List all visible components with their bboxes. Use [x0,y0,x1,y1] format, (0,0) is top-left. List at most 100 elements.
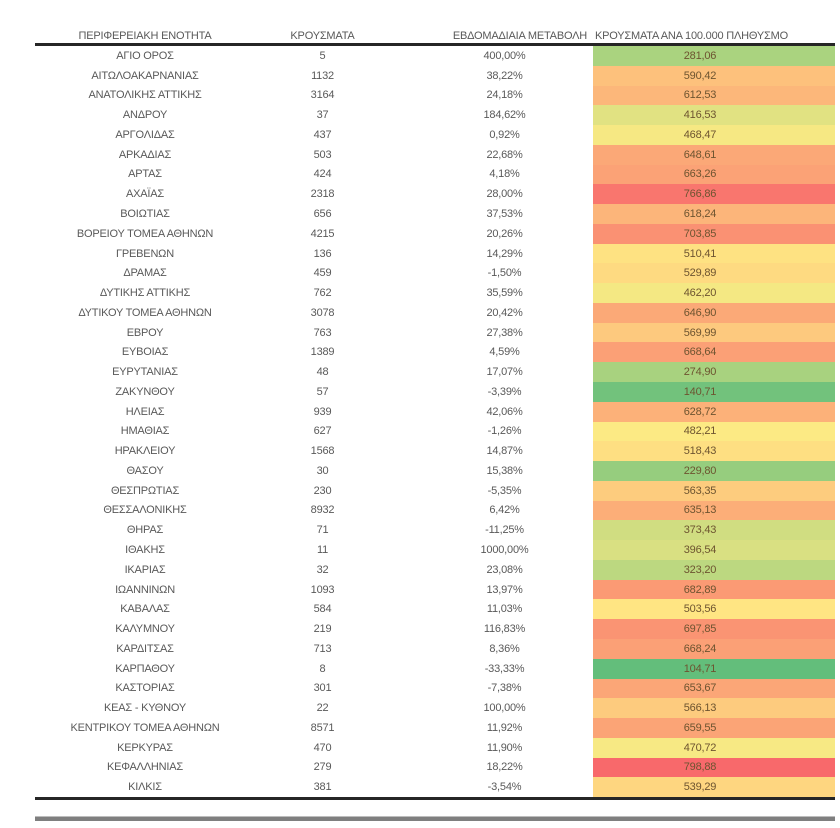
per-100k-heat-cell: 518,43 [593,441,835,462]
region-cell: ΒΟΙΩΤΙΑΣ [120,208,170,220]
table-row: ΗΛΕΙΑΣ 939 42,06% 628,72 [35,401,835,422]
table-row: ΒΟΡΕΙΟΥ ΤΟΜΕΑ ΑΘΗΝΩΝ 4215 20,26% 703,85 [35,223,835,244]
per-100k-heat-cell: 529,89 [593,263,835,284]
cases-cell: 1389 [310,346,335,359]
weekly-change-cell: 23,08% [486,563,523,576]
table-row: ΘΗΡΑΣ 71 -11,25% 373,43 [35,520,835,541]
weekly-change-cell: 4,18% [489,168,520,181]
cases-cell: 22 [316,702,329,715]
per-100k-heat-cell: 648,61 [593,144,835,165]
weekly-change-cell: 100,00% [483,702,526,715]
region-cell: ΑΡΚΑΔΙΑΣ [118,148,172,161]
weekly-change-cell: 18,22% [486,761,523,774]
per-100k-heat-cell: 104,71 [593,658,835,679]
region-cell: ΘΗΡΑΣ [126,524,164,537]
table-row: ΚΑΒΑΛΑΣ 584 11,03% 503,56 [35,599,835,620]
per-100k-heat-cell: 668,64 [593,342,835,363]
cases-cell: 71 [316,524,329,537]
region-cell: ΑΡΤΑΣ [128,168,162,181]
table-row: ΑΙΤΩΛΟΑΚΑΡΝΑΝΙΑΣ 1132 38,22% 590,42 [35,65,835,86]
region-cell: ΙΩΑΝΝΙΝΩΝ [115,583,175,596]
region-cell: ΙΘΑΚΗΣ [125,544,165,557]
column-header-cases: ΚΡΟΥΣΜΑΤΑ [290,30,355,42]
per-100k-heat-cell: 798,88 [593,757,835,778]
cases-cell: 627 [313,425,332,438]
table-row: ΖΑΚΥΝΘΟΥ 57 -3,39% 140,71 [35,382,835,402]
table-row: ΑΡΚΑΔΙΑΣ 503 22,68% 648,61 [35,144,835,165]
weekly-change-cell: 11,92% [486,721,523,734]
per-100k-heat-cell: 373,43 [593,520,835,541]
per-100k-heat-cell: 140,71 [593,382,835,402]
region-cell: ΚΑΛΥΜΝΟΥ [115,623,175,636]
table-row: ΙΚΑΡΙΑΣ 32 23,08% 323,20 [35,559,835,580]
column-header-region: ΠΕΡΙΦΕΡΕΙΑΚΗ ΕΝΟΤΗΤΑ [78,30,212,42]
weekly-change-cell: 20,26% [486,227,523,240]
per-100k-heat-cell: 590,42 [593,65,835,86]
weekly-change-cell: 35,59% [486,287,523,300]
table-row: ΑΝΑΤΟΛΙΚΗΣ ΑΤΤΙΚΗΣ 3164 24,18% 612,53 [35,85,835,106]
region-cell: ΗΛΕΙΑΣ [125,405,165,418]
per-100k-heat-cell: 659,55 [593,718,835,738]
table-row: ΕΥΡΥΤΑΝΙΑΣ 48 17,07% 274,90 [35,362,835,383]
cases-cell: 301 [313,682,332,695]
cases-cell: 424 [313,168,332,181]
weekly-change-cell: 13,97% [486,583,523,596]
region-cell: ΕΒΡΟΥ [126,326,164,339]
column-header-cases-per-100k: ΚΡΟΥΣΜΑΤΑ ΑΝΑ 100.000 ΠΛΗΘΥΣΜΟ [595,30,788,42]
table-row: ΔΥΤΙΚΗΣ ΑΤΤΙΚΗΣ 762 35,59% 462,20 [35,283,835,303]
table-row: ΚΕΡΚΥΡΑΣ 470 11,90% 470,72 [35,737,835,758]
region-cell: ΚΕΝΤΡΙΚΟΥ ΤΟΜΕΑ ΑΘΗΝΩΝ [70,721,220,734]
region-cell: ΑΙΤΩΛΟΑΚΑΡΝΑΝΙΑΣ [91,69,199,82]
cases-cell: 470 [313,741,332,754]
per-100k-heat-cell: 482,21 [593,421,835,442]
weekly-change-cell: -3,39% [487,385,522,398]
region-cell: ΘΕΣΣΑΛΟΝΙΚΗΣ [103,504,187,517]
per-100k-heat-cell: 503,56 [593,599,835,620]
table-row: ΑΡΤΑΣ 424 4,18% 663,26 [35,164,835,185]
cases-cell: 503 [313,148,332,161]
weekly-change-cell: 15,38% [486,464,523,477]
weekly-change-cell: 11,90% [486,741,523,754]
region-cell: ΖΑΚΥΝΘΟΥ [115,385,175,398]
table-row: ΙΘΑΚΗΣ 11 1000,00% 396,54 [35,540,835,560]
cases-cell: 1132 [311,69,334,82]
cases-cell: 5 [319,49,326,62]
per-100k-heat-cell: 510,41 [593,243,835,264]
weekly-change-cell: -11,25% [485,524,524,537]
table-row: ΑΓΙΟ ΟΡΟΣ 5 400,00% 281,06 [35,46,835,66]
weekly-change-cell: 37,53% [486,208,523,220]
cases-cell: 11 [316,544,329,557]
per-100k-heat-cell: 563,35 [593,480,835,501]
weekly-change-cell: 1000,00% [480,544,529,557]
region-cell: ΓΡΕΒΕΝΩΝ [116,247,174,260]
weekly-change-cell: 184,62% [483,109,526,122]
per-100k-heat-cell: 229,80 [593,461,835,481]
weekly-change-cell: 400,00% [483,49,526,62]
weekly-change-cell: -5,35% [487,484,522,497]
weekly-change-cell: 42,06% [486,405,523,418]
per-100k-heat-cell: 646,90 [593,302,835,323]
weekly-change-cell: 27,38% [486,326,523,339]
table-row: ΚΕΦΑΛΛΗΝΙΑΣ 279 18,22% 798,88 [35,757,835,778]
table-row: ΕΒΡΟΥ 763 27,38% 569,99 [35,322,835,343]
per-100k-heat-cell: 323,20 [593,559,835,580]
region-cell: ΑΧΑΪΑΣ [125,188,164,201]
weekly-change-cell: 116,83% [483,623,526,636]
cases-cell: 48 [316,366,329,379]
table-row: ΔΥΤΙΚΟΥ ΤΟΜΕΑ ΑΘΗΝΩΝ 3078 20,42% 646,90 [35,302,835,323]
weekly-change-cell: 17,07% [486,366,523,379]
cases-cell: 584 [313,603,332,616]
table-row: ΘΕΣΠΡΩΤΙΑΣ 230 -5,35% 563,35 [35,480,835,501]
cases-cell: 3078 [310,306,335,319]
per-100k-heat-cell: 635,13 [593,500,835,521]
cases-cell: 30 [316,464,329,477]
per-100k-heat-cell: 668,24 [593,638,835,659]
per-100k-heat-cell: 470,72 [593,737,835,758]
cases-cell: 713 [313,642,332,655]
region-cell: ΑΝΔΡΟΥ [122,109,168,122]
per-100k-heat-cell: 618,24 [593,204,835,224]
weekly-change-cell: -7,38% [487,682,522,695]
per-100k-heat-cell: 396,54 [593,540,835,560]
region-cell: ΔΥΤΙΚΗΣ ΑΤΤΙΚΗΣ [99,287,191,300]
cases-cell: 3164 [310,89,335,102]
